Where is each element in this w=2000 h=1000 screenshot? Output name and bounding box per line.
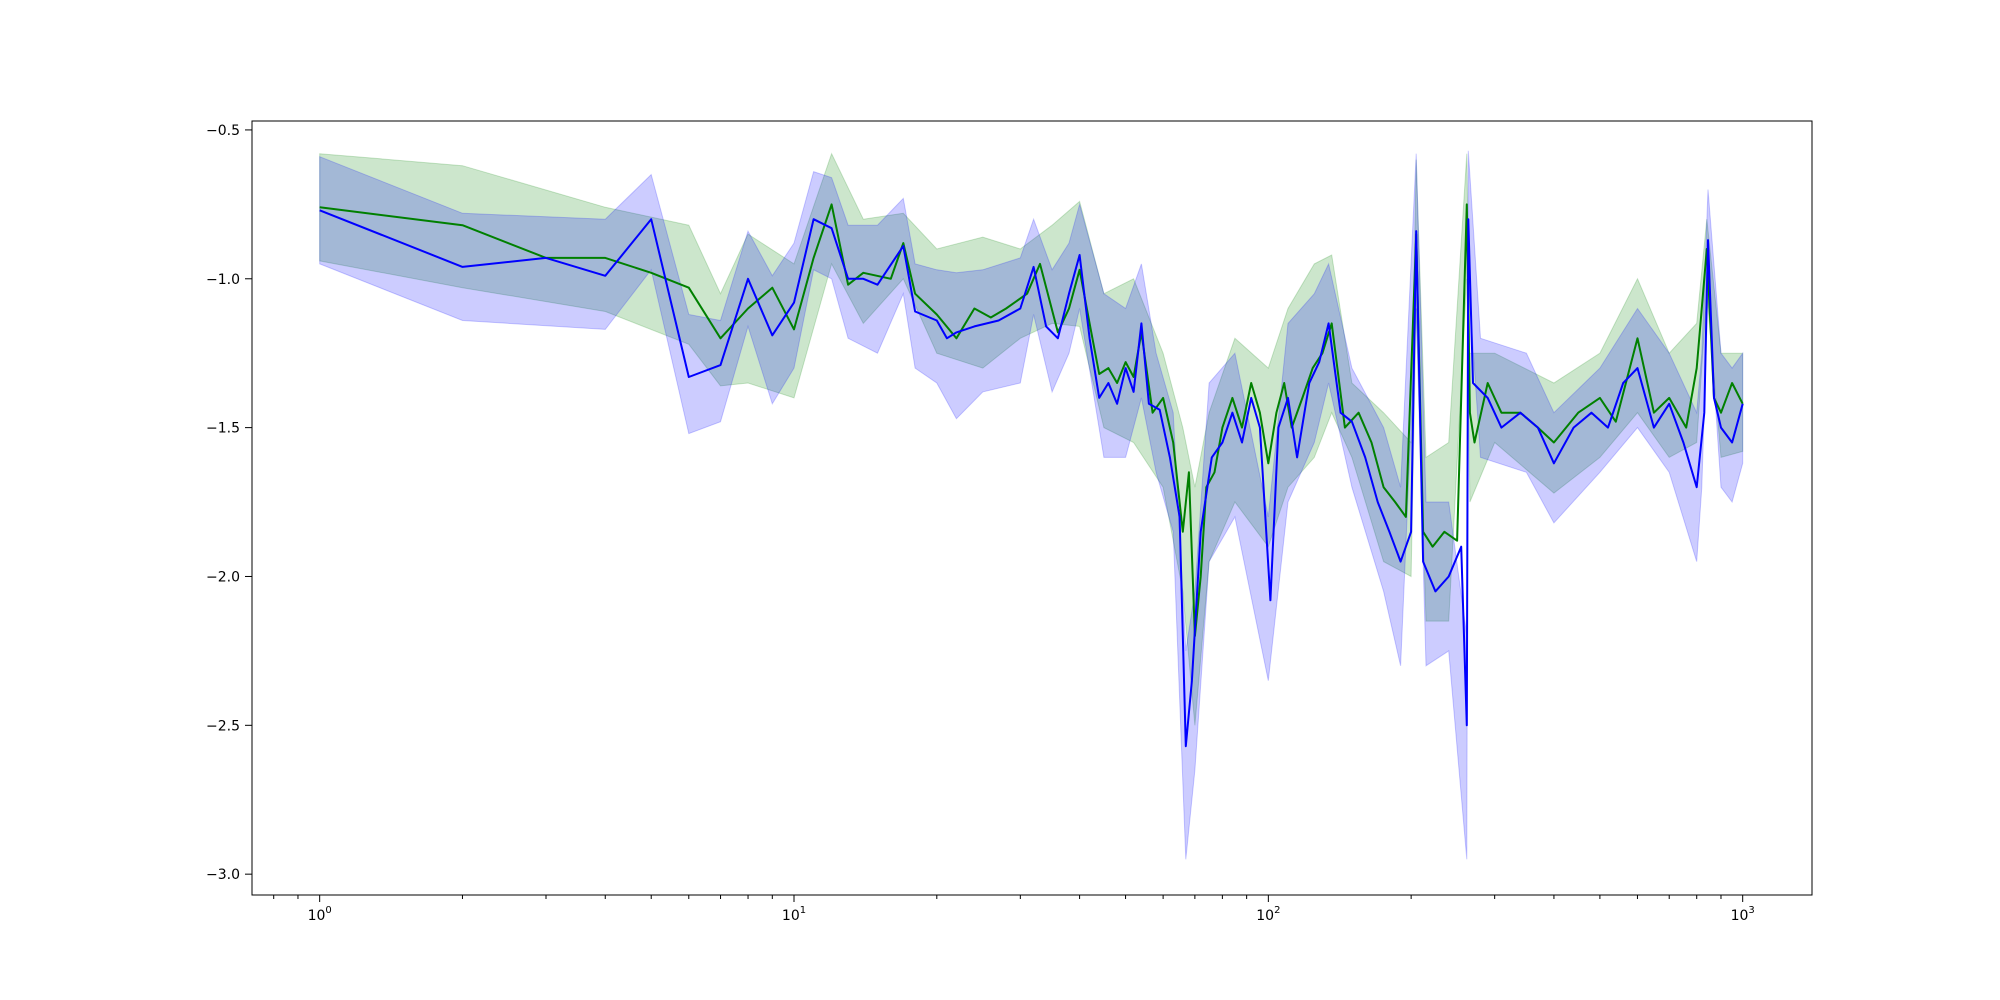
y-tick-label: −1.5 (206, 421, 240, 437)
series-lines (319, 203, 1744, 748)
y-tick-label: −3.0 (206, 867, 240, 883)
y-tick-label: −2.0 (206, 569, 240, 585)
blue-series-line (319, 209, 1744, 748)
x-tick-label: 101 (782, 905, 806, 924)
x-axis-ticks: 100 101 102 103 (273, 895, 1755, 924)
x-tick-label: 100 (308, 905, 332, 924)
y-tick-label: −2.5 (206, 718, 240, 734)
y-tick-label: −0.5 (206, 123, 240, 139)
blue-band (319, 150, 1744, 860)
y-tick-label: −1.0 (206, 272, 240, 288)
x-tick-label: 102 (1256, 905, 1280, 924)
plot-area-frame (251, 120, 1813, 896)
x-tick-label: 103 (1731, 905, 1755, 924)
y-axis-ticks: −0.5 −1.0 −1.5 −2.0 −2.5 −3.0 (206, 123, 252, 883)
